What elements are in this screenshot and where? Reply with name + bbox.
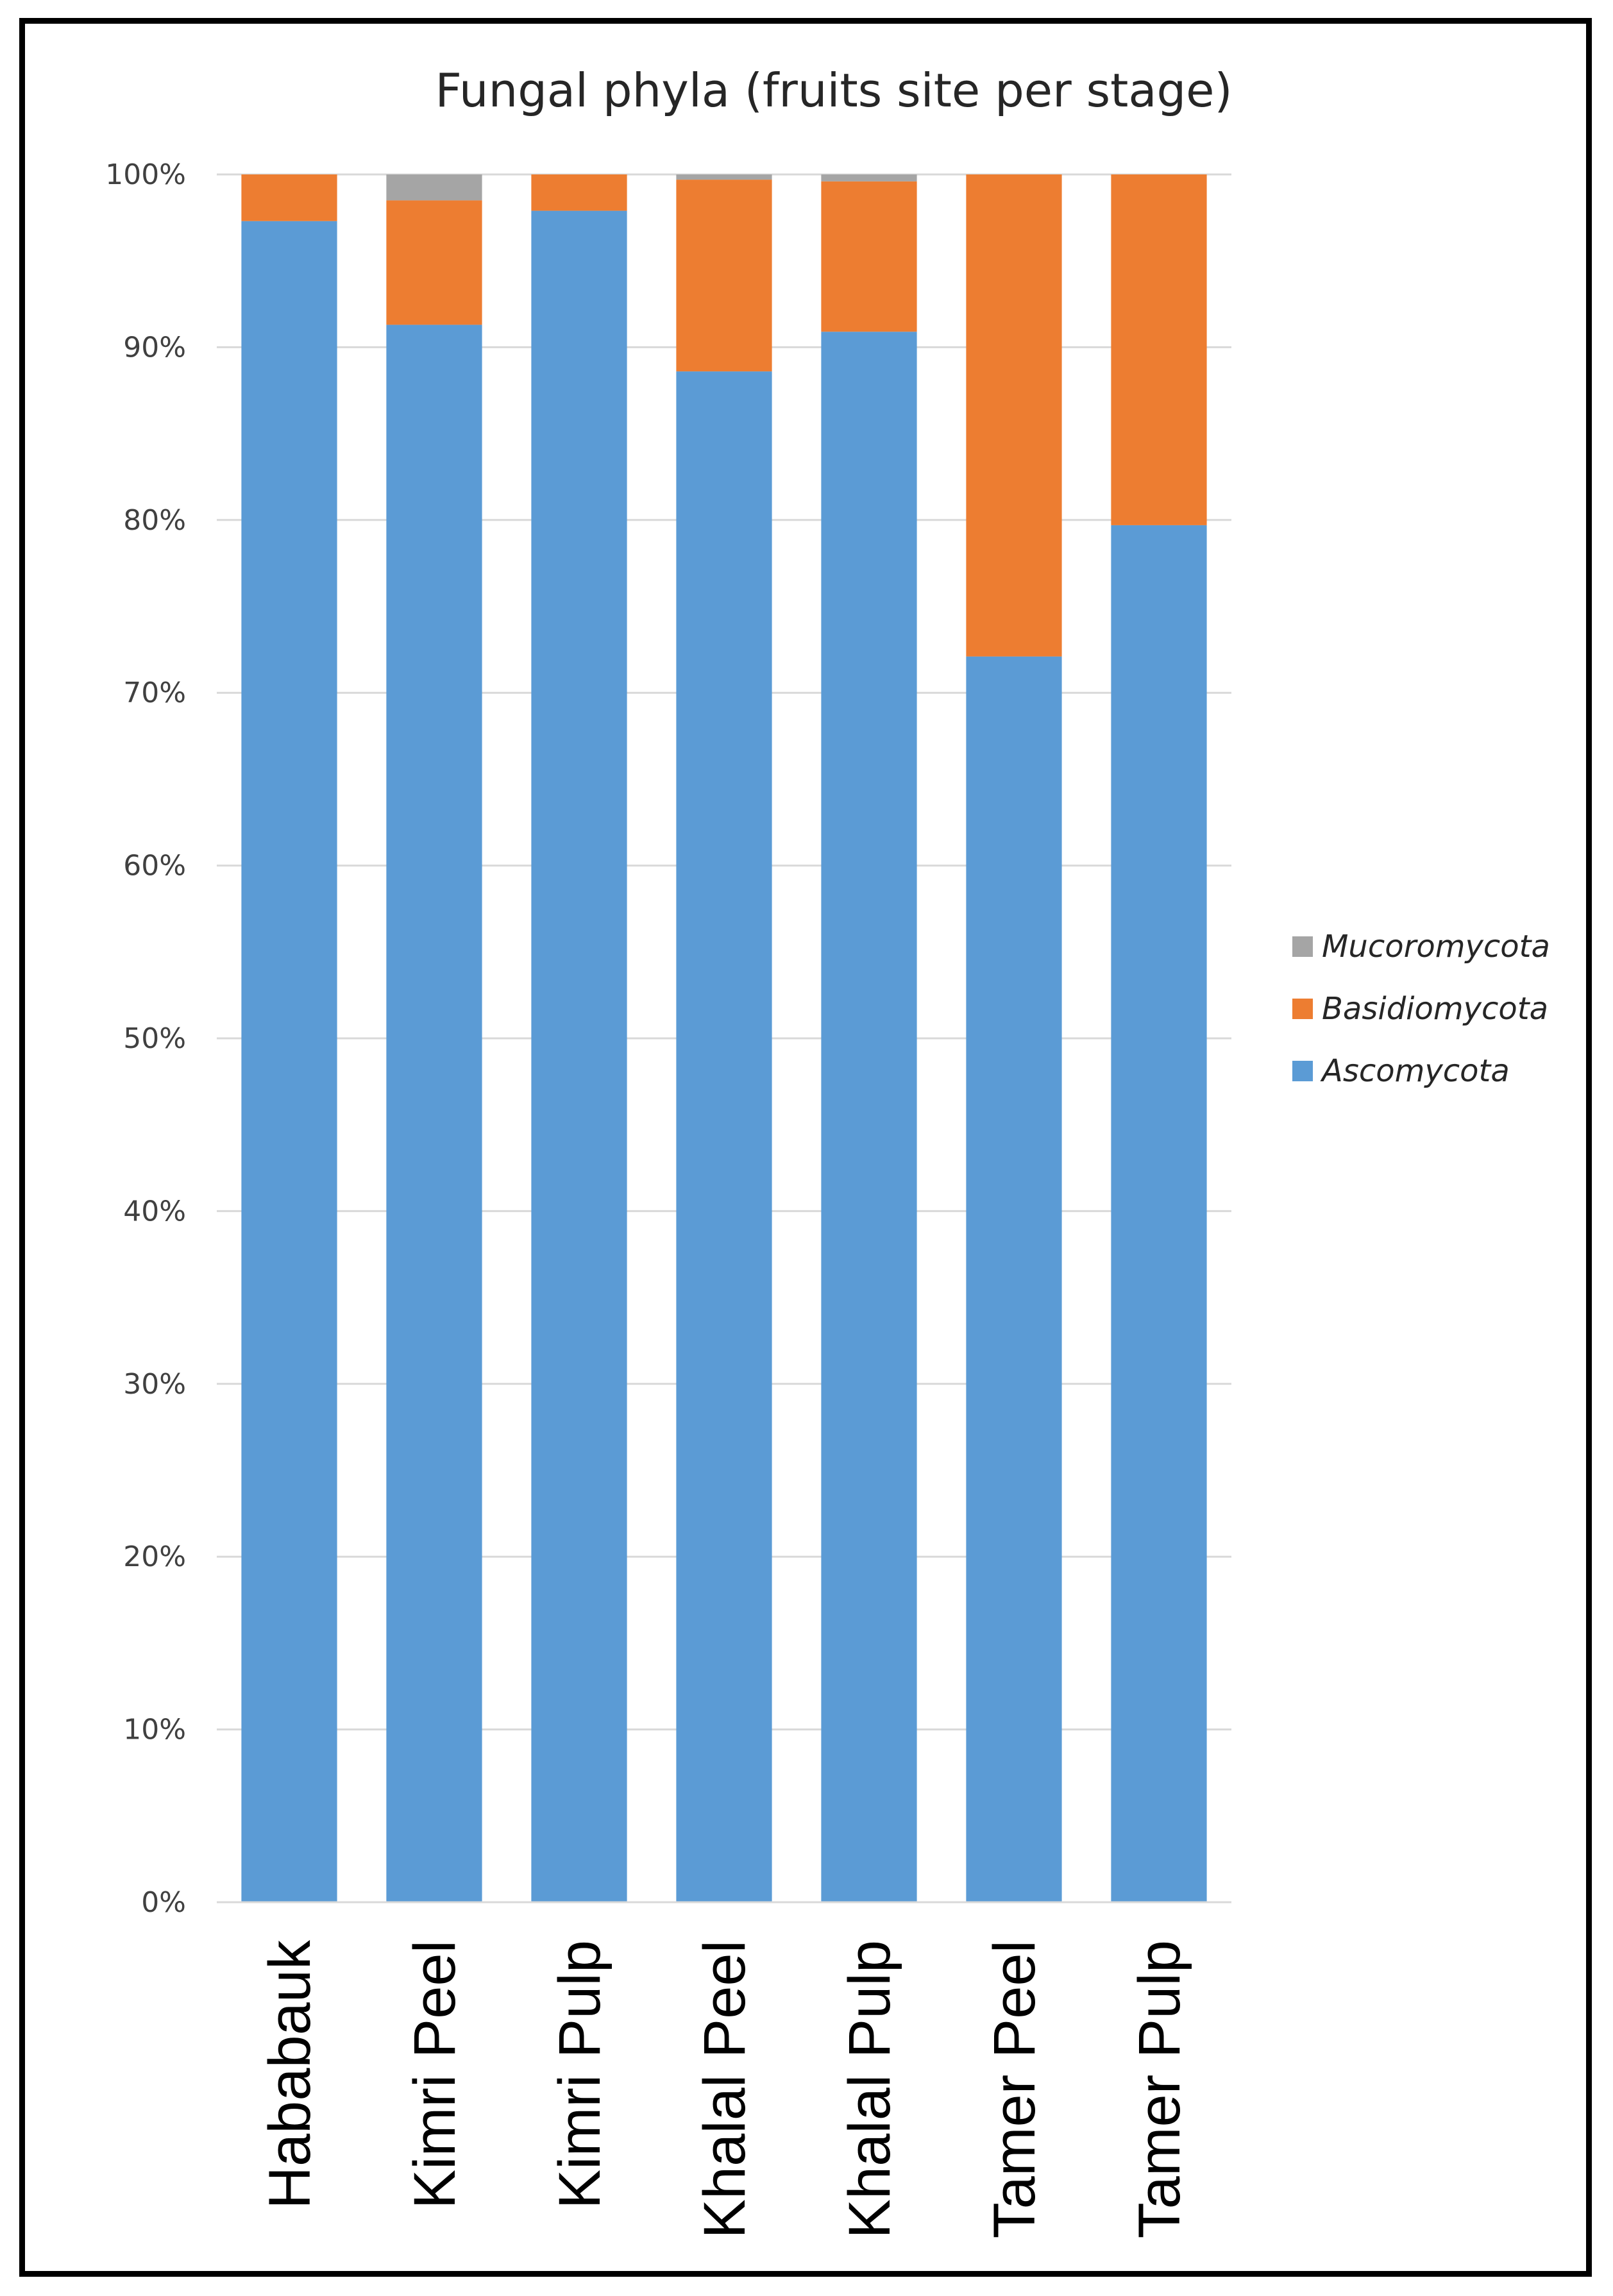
bar-tamer-peel-basidiomycota (966, 174, 1062, 657)
y-tick-label: 80% (123, 504, 186, 537)
legend-swatch-ascomycota (1292, 1061, 1313, 1081)
y-tick-label: 30% (123, 1368, 186, 1401)
legend-label-ascomycota: Ascomycota (1320, 1053, 1510, 1089)
bar-khalal-peel-basidiomycota (676, 180, 772, 372)
bar-khalal-pulp-ascomycota (821, 332, 917, 1903)
category-label-khalal-peel: Khalal Peel (692, 1940, 757, 2238)
legend-swatch-mucoromycota (1292, 936, 1313, 957)
category-label-kimri-pulp: Kimri Pulp (547, 1940, 612, 2209)
bar-kimri-pulp-basidiomycota (531, 174, 627, 211)
y-axis-ticks: 0% 10% 20% 30% 40% 50% 60% 70% 80% 90% 100% (105, 158, 186, 1919)
legend-swatch-basidiomycota (1292, 999, 1313, 1019)
y-tick-label: 10% (123, 1714, 186, 1746)
chart-title: Fungal phyla (fruits site per stage) (435, 63, 1232, 117)
category-labels: Hababauk Kimri Peel Kimri Pulp Khalal Peel K… (257, 1939, 1192, 2238)
bar-khalal-pulp-basidiomycota (821, 181, 917, 332)
legend-label-mucoromycota: Mucoromycota (1322, 929, 1550, 965)
y-tick-label: 90% (123, 331, 186, 364)
bar-kimri-peel-ascomycota (386, 325, 482, 1903)
bar-khalal-peel-mucoromycota (676, 174, 772, 180)
bar-kimri-peel-mucoromycota (386, 174, 482, 201)
bar-khalal-pulp-mucoromycota (821, 174, 917, 181)
bar-kimri-peel-basidiomycota (386, 200, 482, 325)
bar-tamer-pulp-ascomycota (1111, 525, 1207, 1903)
bar-tamer-pulp-basidiomycota (1111, 174, 1207, 525)
category-label-hababauk: Hababauk (257, 1939, 323, 2209)
bar-hababauk-ascomycota (241, 221, 337, 1903)
legend: Mucoromycota Basidiomycota Ascomycota (1292, 929, 1550, 1089)
y-tick-label: 0% (141, 1886, 186, 1919)
y-tick-label: 60% (123, 850, 186, 882)
bars (241, 174, 1207, 1903)
bar-khalal-peel-ascomycota (676, 371, 772, 1902)
bar-hababauk-basidiomycota (241, 174, 337, 221)
category-label-tamer-pulp: Tamer Pulp (1127, 1940, 1192, 2238)
bar-kimri-pulp-ascomycota (531, 210, 627, 1902)
legend-label-basidiomycota: Basidiomycota (1322, 991, 1548, 1027)
y-tick-label: 20% (123, 1541, 186, 1573)
y-tick-label: 40% (123, 1195, 186, 1228)
category-label-kimri-peel: Kimri Peel (402, 1940, 468, 2209)
y-tick-label: 50% (123, 1022, 186, 1055)
bar-tamer-peel-ascomycota (966, 656, 1062, 1902)
y-tick-label: 70% (123, 677, 186, 709)
category-label-tamer-peel: Tamer Peel (982, 1940, 1047, 2238)
y-tick-label: 100% (105, 158, 186, 191)
category-label-khalal-pulp: Khalal Pulp (837, 1940, 902, 2238)
